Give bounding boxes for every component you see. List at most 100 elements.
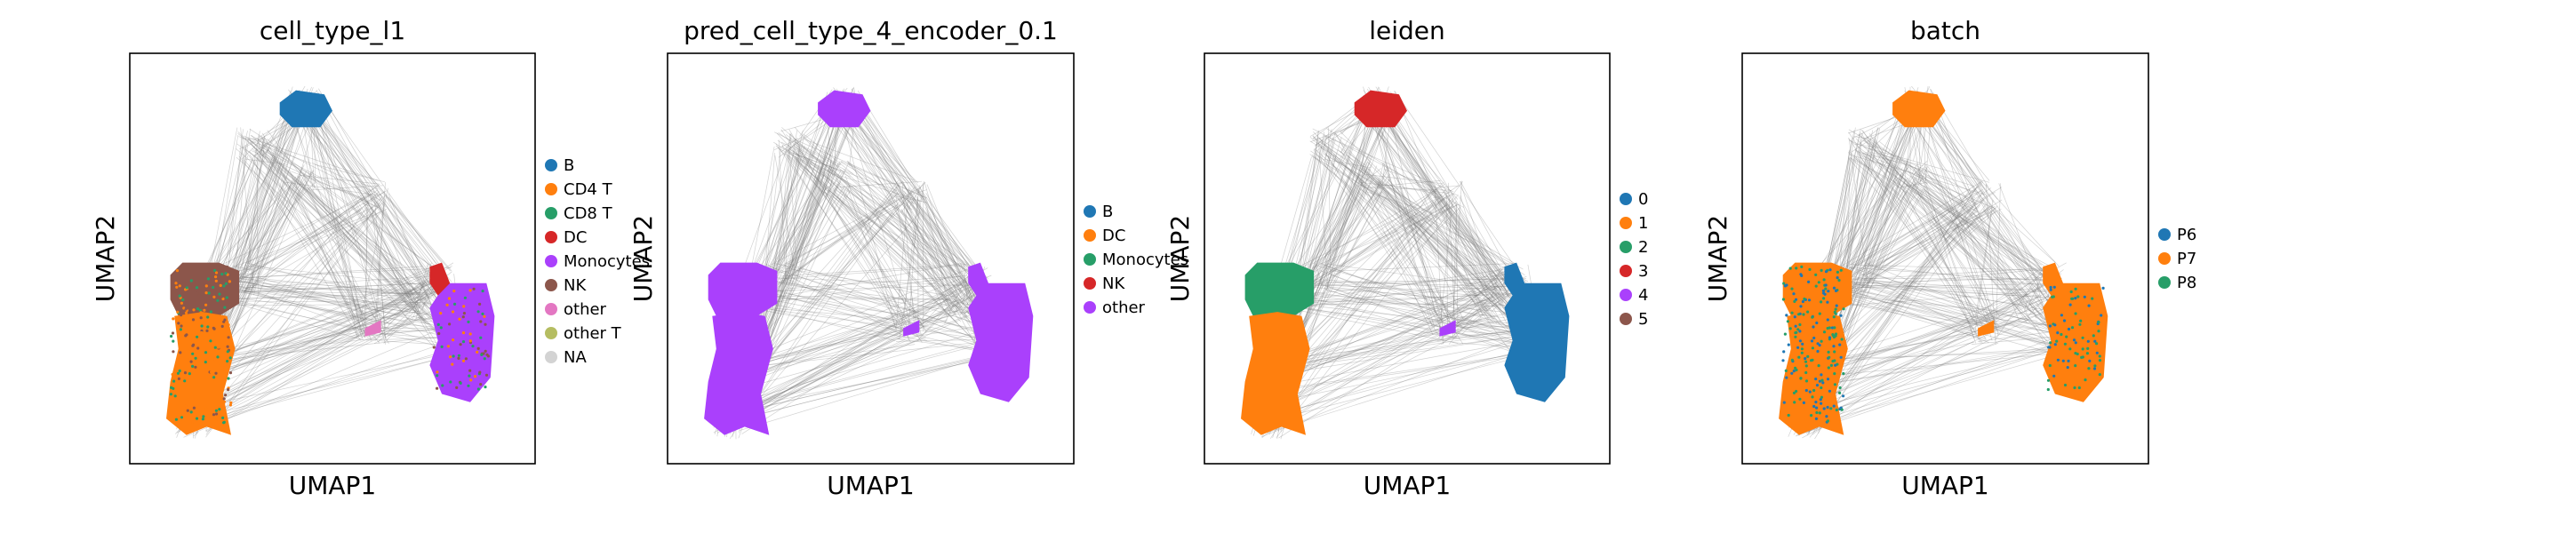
legend-marker xyxy=(545,231,557,243)
graph-edge xyxy=(1448,292,1498,333)
data-point xyxy=(445,303,449,306)
graph-edge xyxy=(375,182,386,328)
data-point xyxy=(189,279,193,282)
graph-edge xyxy=(193,431,199,437)
graph-edge xyxy=(315,163,385,183)
graph-edge xyxy=(1859,272,1973,331)
graph-edge xyxy=(1435,282,1497,325)
graph-edge xyxy=(828,116,900,207)
graph-edge xyxy=(1855,138,2052,341)
data-point xyxy=(480,353,484,356)
graph-edge xyxy=(788,157,911,342)
graph-edge xyxy=(291,187,361,315)
graph-edge xyxy=(1838,199,2003,302)
graph-edge xyxy=(961,266,964,270)
graph-edge xyxy=(1324,158,1372,169)
data-point xyxy=(463,296,468,299)
graph-edge xyxy=(359,187,388,322)
panel-title: pred_cell_type_4_encoder_0.1 xyxy=(684,16,1058,45)
graph-edge xyxy=(1334,133,1519,341)
graph-edge xyxy=(205,322,380,432)
graph-edge xyxy=(1844,288,2038,322)
graph-edge xyxy=(259,288,445,290)
graph-edge xyxy=(1313,294,1452,318)
data-point xyxy=(216,298,220,302)
graph-edge xyxy=(1863,139,2059,326)
data-point xyxy=(1808,390,1812,394)
data-point xyxy=(1811,358,1814,362)
graph-edge xyxy=(1818,303,2023,390)
data-point xyxy=(2052,285,2056,289)
data-point xyxy=(212,376,216,379)
graph-edge xyxy=(1365,96,1444,322)
data-point xyxy=(2068,347,2072,351)
graph-edge xyxy=(901,196,912,213)
graph-edge xyxy=(1820,205,1990,365)
graph-edge xyxy=(895,189,971,323)
graph-edge xyxy=(1364,109,1486,300)
graph-edge xyxy=(1328,273,1524,353)
graph-edge xyxy=(243,147,412,296)
graph-edge xyxy=(916,289,964,342)
data-point xyxy=(227,336,230,339)
data-point xyxy=(1787,343,1790,346)
data-point xyxy=(483,314,486,318)
graph-edge xyxy=(240,149,265,274)
data-point xyxy=(2056,331,2060,335)
graph-edge xyxy=(292,163,455,332)
graph-edge xyxy=(1916,181,1979,212)
graph-edge xyxy=(251,134,465,350)
graph-edge xyxy=(837,100,950,313)
cluster-top xyxy=(279,90,332,128)
graph-edge xyxy=(785,202,907,270)
graph-edge xyxy=(1323,134,1454,193)
graph-edge xyxy=(1849,294,1987,339)
graph-edge xyxy=(779,148,823,171)
graph-edge xyxy=(1927,166,2020,306)
graph-edge xyxy=(365,197,413,309)
graph-edge xyxy=(914,289,971,333)
data-point xyxy=(436,374,439,378)
data-point xyxy=(222,397,226,401)
graph-edge xyxy=(1281,294,1484,426)
data-point xyxy=(2093,339,2097,343)
graph-edge xyxy=(230,272,376,317)
graph-edge xyxy=(851,185,962,322)
graph-edge xyxy=(1861,181,1983,289)
data-point xyxy=(451,362,454,366)
graph-edge xyxy=(1457,307,1492,323)
x-axis-label: UMAP1 xyxy=(289,471,377,500)
graph-edge xyxy=(785,262,972,322)
graph-edge xyxy=(900,209,961,285)
graph-edge xyxy=(1319,270,1528,346)
graph-edge xyxy=(856,100,980,271)
graph-edge xyxy=(1313,131,1494,323)
graph-edge xyxy=(239,129,244,155)
graph-edge xyxy=(740,288,984,338)
graph-edge xyxy=(1879,141,2043,272)
graph-edge xyxy=(388,196,436,265)
graph-edge xyxy=(798,145,853,175)
graph-edge xyxy=(1285,140,1318,275)
graph-edge xyxy=(199,274,444,291)
graph-edge xyxy=(421,277,431,311)
graph-edge xyxy=(257,139,436,270)
graph-edge xyxy=(288,89,456,329)
graph-edge xyxy=(256,147,259,294)
data-point xyxy=(172,350,175,354)
data-point xyxy=(1799,377,1803,380)
data-point xyxy=(455,386,459,389)
graph-edge xyxy=(1853,136,1868,139)
data-point xyxy=(1834,289,1838,292)
graph-edge xyxy=(824,191,951,304)
graph-edge xyxy=(841,162,915,204)
data-point xyxy=(216,355,220,359)
graph-edge xyxy=(1334,131,1445,335)
graph-edge xyxy=(1484,304,1509,307)
data-point xyxy=(1825,415,1828,418)
graph-edge xyxy=(828,189,962,287)
graph-edge xyxy=(1866,270,1996,320)
data-point xyxy=(220,295,223,298)
data-point xyxy=(183,371,188,375)
graph-edge xyxy=(1437,204,1500,290)
